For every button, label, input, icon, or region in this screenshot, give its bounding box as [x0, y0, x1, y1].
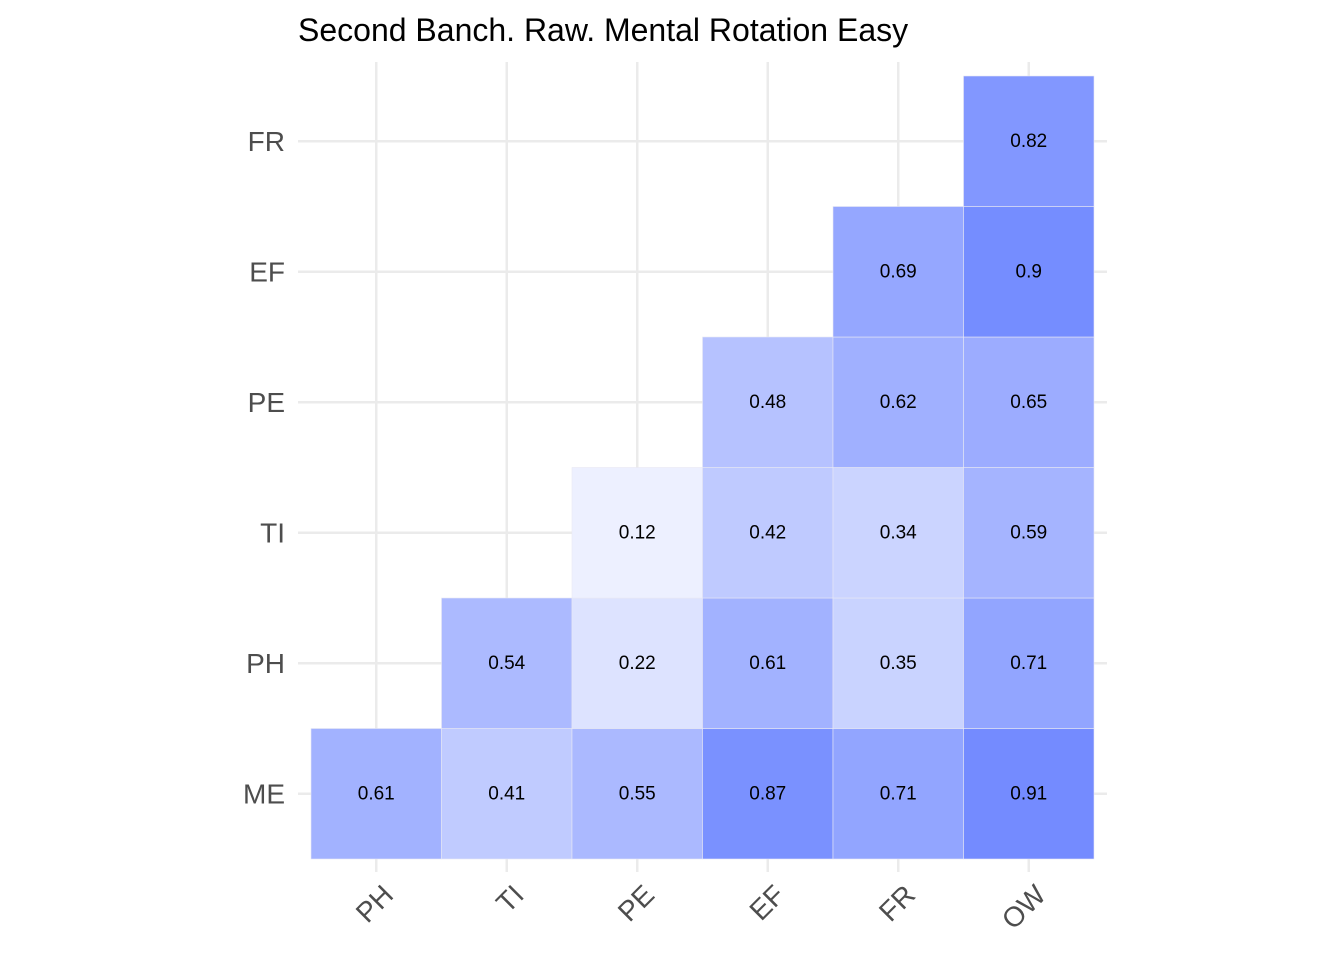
cell-value-fr-ph: 0.35	[880, 653, 917, 674]
cell-value-ow-pe: 0.65	[1010, 392, 1047, 413]
x-tick-label-ti: TI	[490, 879, 530, 919]
y-tick-label-pe: PE	[248, 387, 285, 418]
heatmap-cell-fr-me	[832, 728, 964, 860]
cell-value-ph-me: 0.61	[358, 783, 395, 804]
y-tick-label-ti: TI	[260, 517, 285, 548]
x-tick-label-pe: PE	[612, 879, 660, 927]
cell-value-fr-ti: 0.34	[880, 522, 917, 543]
cell-value-ow-ef: 0.9	[1016, 261, 1042, 282]
heatmap-cell-ef-pe	[702, 336, 834, 468]
cell-value-ow-me: 0.91	[1010, 783, 1047, 804]
heatmap-cell-ow-fr	[963, 75, 1095, 207]
y-tick-label-ef: EF	[249, 256, 285, 287]
y-axis-tick-labels: ME PH TI PE EF FR	[243, 126, 285, 810]
cell-value-fr-ef: 0.69	[880, 261, 917, 282]
cell-value-fr-pe: 0.62	[880, 392, 917, 413]
heatmap-cell-ow-ph	[963, 597, 1095, 729]
chart-title: Second Banch. Raw. Mental Rotation Easy	[298, 12, 908, 48]
cell-value-ef-me: 0.87	[749, 783, 786, 804]
cell-value-fr-me: 0.71	[880, 783, 917, 804]
cell-value-ow-fr: 0.82	[1010, 131, 1047, 152]
y-tick-label-me: ME	[243, 778, 285, 809]
cell-value-pe-me: 0.55	[619, 783, 656, 804]
heatmap-tiles	[310, 75, 1095, 860]
cell-value-ef-ti: 0.42	[749, 522, 786, 543]
y-tick-label-fr: FR	[248, 126, 285, 157]
x-tick-label-fr: FR	[873, 879, 921, 927]
y-tick-label-ph: PH	[246, 648, 285, 679]
cell-value-ef-pe: 0.48	[749, 392, 786, 413]
heatmap-cell-ef-ti	[702, 467, 834, 599]
heatmap-cell-fr-ef	[832, 206, 964, 338]
heatmap-cell-pe-ph	[571, 597, 703, 729]
heatmap-cell-ow-pe	[963, 336, 1095, 468]
heatmap-cell-ti-ph	[441, 597, 573, 729]
cell-value-ef-ph: 0.61	[749, 653, 786, 674]
cell-value-pe-ti: 0.12	[619, 522, 656, 543]
cell-value-labels: 0.61 0.41 0.55 0.87 0.71 0.91 0.54 0.22 0.61 0.35…	[358, 131, 1047, 805]
cell-value-ow-ti: 0.59	[1010, 522, 1047, 543]
heatmap-cell-fr-pe	[832, 336, 964, 468]
cell-value-ow-ph: 0.71	[1010, 653, 1047, 674]
heatmap-cell-ow-me	[963, 728, 1095, 860]
x-tick-label-ef: EF	[743, 879, 790, 926]
x-axis-tick-labels: PH TI PE EF FR OW	[350, 879, 1052, 935]
x-tick-label-ph: PH	[350, 879, 399, 928]
x-tick-label-ow: OW	[996, 879, 1052, 935]
heatmap-cell-ti-me	[441, 728, 573, 860]
cell-value-pe-ph: 0.22	[619, 653, 656, 674]
heatmap-cell-ow-ti	[963, 467, 1095, 599]
heatmap-cell-ow-ef	[963, 206, 1095, 338]
heatmap-cell-fr-ph	[832, 597, 964, 729]
heatmap-cell-fr-ti	[832, 467, 964, 599]
heatmap-cell-pe-ti	[571, 467, 703, 599]
cell-value-ti-me: 0.41	[488, 783, 525, 804]
heatmap-cell-ph-me	[310, 728, 442, 860]
cell-value-ti-ph: 0.54	[488, 653, 525, 674]
